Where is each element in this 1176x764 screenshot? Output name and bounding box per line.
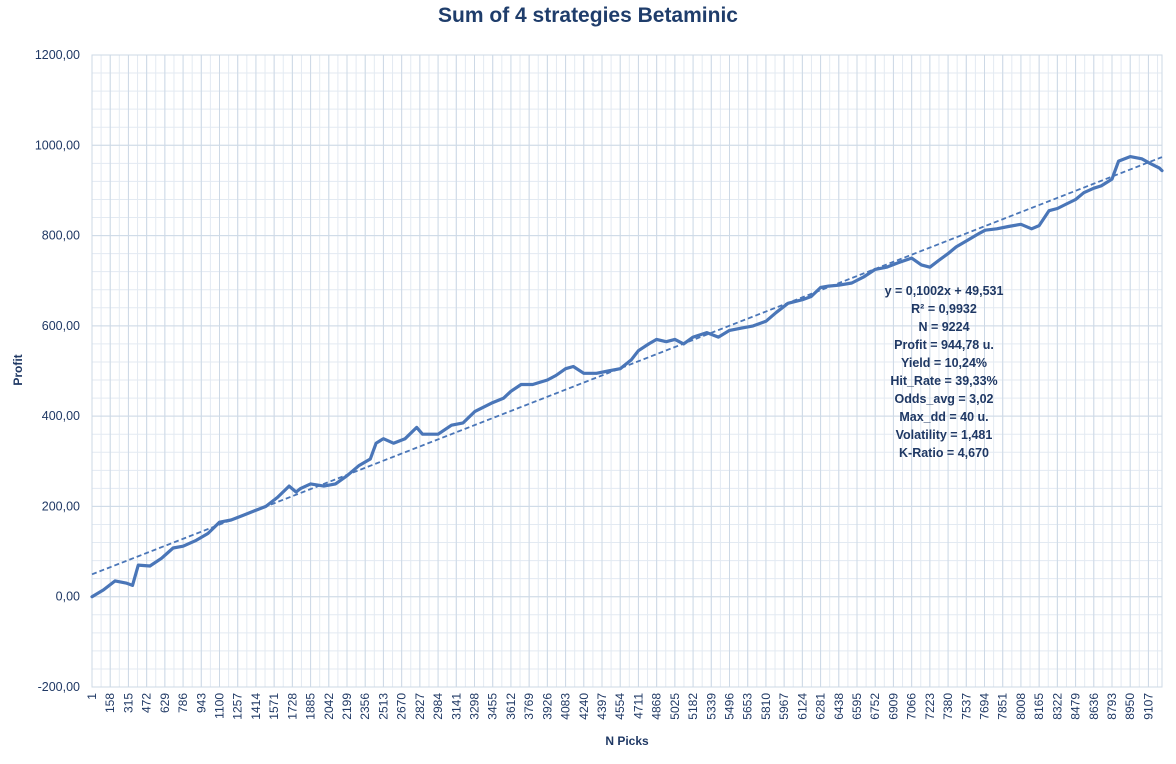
x-tick-label: 943	[194, 693, 208, 713]
x-tick-label: 8479	[1069, 693, 1083, 720]
stats-annotation-line: R² = 0,9932	[911, 302, 977, 316]
x-tick-label: 4711	[631, 693, 645, 719]
x-tick-label: 8636	[1087, 693, 1101, 720]
x-tick-label: 7694	[977, 693, 991, 720]
x-tick-label: 8793	[1105, 693, 1119, 720]
x-tick-label: 2356	[358, 693, 372, 720]
x-tick-label: 6752	[868, 693, 882, 720]
stats-annotation-line: Yield = 10,24%	[901, 356, 987, 370]
plot-area	[91, 54, 1163, 688]
x-tick-label: 1100	[212, 693, 226, 719]
y-tick-label: 400,00	[42, 409, 80, 423]
x-tick-label: 6281	[814, 693, 828, 720]
x-tick-label: 2984	[431, 693, 445, 720]
x-tick-label: 5182	[686, 693, 700, 720]
x-tick-label: 1885	[304, 693, 318, 720]
x-tick-label: 3612	[504, 693, 518, 720]
x-tick-label: 2670	[395, 693, 409, 720]
x-tick-label: 8322	[1050, 693, 1064, 720]
x-tick-label: 5967	[777, 693, 791, 720]
chart-title: Sum of 4 strategies Betaminic	[438, 4, 738, 27]
y-tick-label: 600,00	[42, 319, 80, 333]
stats-annotation-line: Volatility = 1,481	[896, 428, 993, 442]
y-tick-label: 200,00	[42, 499, 80, 513]
x-tick-label: 3298	[467, 693, 481, 720]
x-tick-label: 8950	[1123, 693, 1137, 720]
x-tick-label: 7537	[959, 693, 973, 720]
x-tick-label: 7380	[941, 693, 955, 720]
x-tick-label: 629	[158, 693, 172, 713]
stats-annotation-line: y = 0,1002x + 49,531	[885, 284, 1004, 298]
stats-annotation-line: Max_dd = 40 u.	[899, 410, 988, 424]
y-axis-ticks: -200,00 0,00 200,00 400,00 600,00 800,00 1000,…	[35, 48, 80, 694]
x-tick-label: 7066	[905, 693, 919, 720]
y-tick-label: 1000,00	[35, 138, 80, 152]
x-tick-label: 4868	[650, 693, 664, 720]
x-tick-label: 4240	[577, 693, 591, 720]
stats-annotation: y = 0,1002x + 49,531 R² = 0,9932 N = 9224 P…	[885, 284, 1004, 460]
x-axis-label: N Picks	[605, 734, 649, 748]
x-tick-label: 6595	[850, 693, 864, 720]
x-tick-label: 6909	[886, 693, 900, 720]
x-tick-label: 3141	[449, 693, 463, 720]
x-tick-label: 472	[140, 693, 154, 713]
x-tick-label: 315	[121, 693, 135, 713]
x-tick-label: 786	[176, 693, 190, 713]
x-tick-label: 2827	[413, 693, 427, 720]
trendline	[91, 156, 1163, 576]
y-tick-label: -200,00	[38, 680, 80, 694]
x-tick-label: 1	[85, 693, 99, 700]
x-tick-label: 4083	[559, 693, 573, 720]
x-tick-label: 2199	[340, 693, 354, 720]
profit-line	[90, 155, 1164, 599]
x-tick-label: 9107	[1141, 693, 1155, 720]
stats-annotation-line: Profit = 944,78 u.	[894, 338, 994, 352]
major-gridlines	[91, 54, 1163, 688]
stats-annotation-line: N = 9224	[918, 320, 969, 334]
y-axis-label: Profit	[11, 354, 25, 385]
x-tick-label: 8165	[1032, 693, 1046, 720]
x-tick-label: 1414	[249, 693, 263, 720]
x-axis-ticks: 1 158 315 472 629 786 943 1100 1257 1414 1571 1728 1…	[85, 693, 1155, 720]
x-tick-label: 4554	[613, 693, 627, 720]
x-tick-label: 1257	[231, 693, 245, 720]
x-tick-label: 5810	[759, 693, 773, 720]
x-tick-label: 3769	[522, 693, 536, 720]
x-tick-label: 5025	[668, 693, 682, 720]
x-tick-label: 3455	[486, 693, 500, 720]
x-tick-label: 2513	[376, 693, 390, 720]
x-tick-label: 1728	[285, 693, 299, 720]
x-tick-label: 5339	[704, 693, 718, 720]
series-layer	[90, 155, 1164, 599]
stats-annotation-line: K-Ratio = 4,670	[899, 446, 989, 460]
x-tick-label: 1571	[267, 693, 281, 720]
x-tick-label: 7223	[923, 693, 937, 720]
y-tick-label: 0,00	[56, 590, 80, 604]
stats-annotation-line: Odds_avg = 3,02	[894, 392, 993, 406]
minor-gridlines	[91, 54, 1162, 688]
x-tick-label: 6438	[832, 693, 846, 720]
x-tick-label: 5496	[722, 693, 736, 720]
x-tick-label: 8008	[1014, 693, 1028, 720]
x-tick-label: 7851	[996, 693, 1010, 720]
x-tick-label: 5653	[741, 693, 755, 720]
x-tick-label: 2042	[322, 693, 336, 720]
y-tick-label: 1200,00	[35, 48, 80, 62]
stats-annotation-line: Hit_Rate = 39,33%	[890, 374, 997, 388]
x-tick-label: 6124	[795, 693, 809, 720]
x-tick-label: 3926	[540, 693, 554, 720]
x-tick-label: 4397	[595, 693, 609, 720]
y-tick-label: 800,00	[42, 229, 80, 243]
x-tick-label: 158	[103, 693, 117, 713]
